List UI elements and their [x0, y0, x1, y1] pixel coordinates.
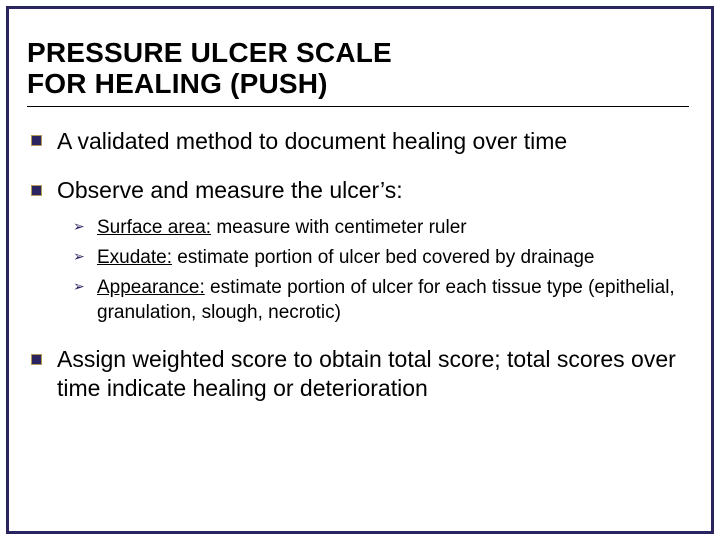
sub-bullet-item: ➢ Appearance: estimate portion of ulcer … — [73, 276, 689, 325]
title-line-1: PRESSURE ULCER SCALE — [27, 37, 392, 68]
bullet-list: A validated method to document healing o… — [27, 127, 689, 404]
bullet-item: Observe and measure the ulcer’s: ➢ Surfa… — [27, 176, 689, 325]
title-line-2: FOR HEALING (PUSH) — [27, 68, 328, 99]
sub-bullet-label: Appearance: — [97, 277, 205, 298]
sub-bullet-label: Exudate: — [97, 247, 172, 268]
sub-bullet-rest: estimate portion of ulcer bed covered by… — [172, 247, 594, 268]
chevron-bullet-icon: ➢ — [73, 278, 85, 296]
square-bullet-icon — [31, 135, 42, 146]
bullet-text: A validated method to document healing o… — [57, 128, 567, 154]
sub-bullet-label: Surface area: — [97, 217, 211, 238]
chevron-bullet-icon: ➢ — [73, 218, 85, 236]
slide-title: PRESSURE ULCER SCALE FOR HEALING (PUSH) — [27, 37, 689, 100]
chevron-bullet-icon: ➢ — [73, 248, 85, 266]
sub-bullet-list: ➢ Surface area: measure with centimeter … — [57, 216, 689, 325]
sub-bullet-rest: measure with centimeter ruler — [211, 217, 467, 238]
bullet-text: Assign weighted score to obtain total sc… — [57, 346, 676, 401]
title-block: PRESSURE ULCER SCALE FOR HEALING (PUSH) — [27, 37, 689, 107]
content-area: A validated method to document healing o… — [27, 113, 689, 404]
sub-bullet-item: ➢ Surface area: measure with centimeter … — [73, 216, 689, 240]
slide-frame: PRESSURE ULCER SCALE FOR HEALING (PUSH) … — [6, 6, 714, 534]
bullet-item: Assign weighted score to obtain total sc… — [27, 345, 689, 404]
square-bullet-icon — [31, 354, 42, 365]
bullet-text: Observe and measure the ulcer’s: — [57, 177, 403, 203]
square-bullet-icon — [31, 185, 42, 196]
slide-outer: PRESSURE ULCER SCALE FOR HEALING (PUSH) … — [0, 0, 720, 540]
bullet-item: A validated method to document healing o… — [27, 127, 689, 156]
title-underline — [27, 106, 689, 107]
sub-bullet-item: ➢ Exudate: estimate portion of ulcer bed… — [73, 246, 689, 270]
